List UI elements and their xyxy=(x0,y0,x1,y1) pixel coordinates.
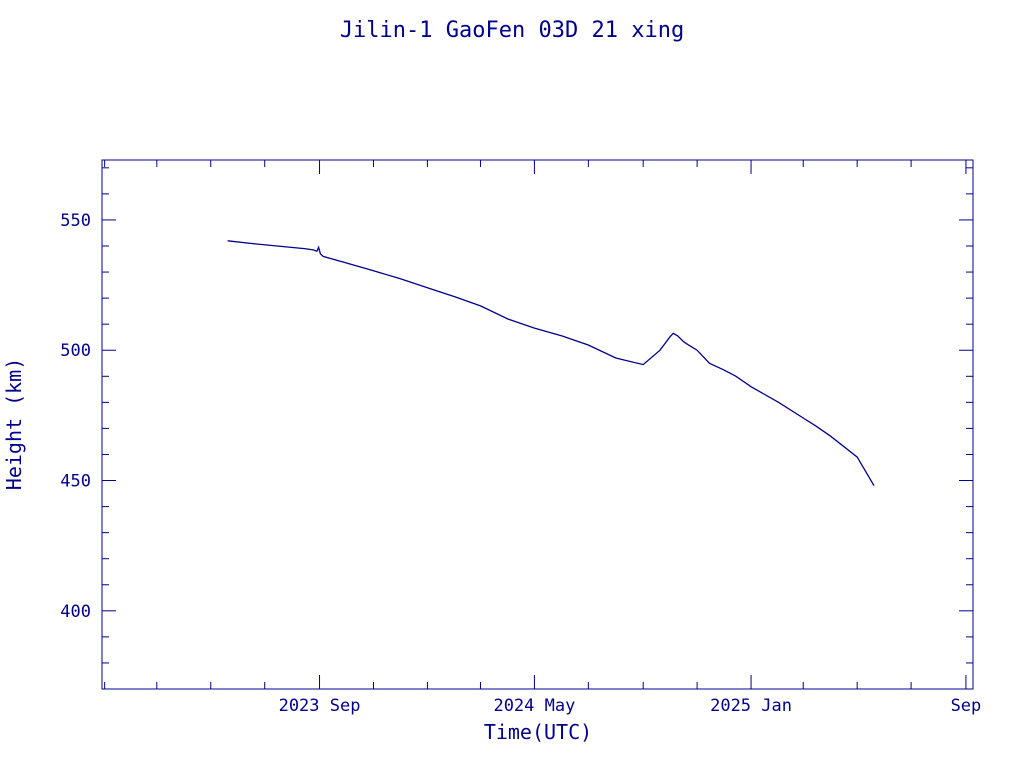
plot-frame xyxy=(101,159,974,690)
y-tick-label: 550 xyxy=(60,211,91,231)
y-axis-label: Height (km) xyxy=(2,358,26,490)
chart-title: Jilin-1 GaoFen 03D 21 xing xyxy=(340,18,684,43)
y-axis-ticks: 400 450 500 550 xyxy=(60,167,973,664)
x-axis-label: Time(UTC) xyxy=(484,720,592,744)
x-tick-label: 2024 May xyxy=(493,696,575,716)
y-tick-label: 400 xyxy=(60,602,91,622)
x-tick-label: 2025 Jan xyxy=(710,696,792,716)
x-axis-ticks: 2023 Sep 2024 May 2025 Jan Sep xyxy=(104,160,982,716)
y-tick-label: 450 xyxy=(60,472,91,492)
height-series-line xyxy=(227,240,875,487)
y-tick-label: 500 xyxy=(60,341,91,361)
x-tick-label: 2023 Sep xyxy=(279,696,361,716)
x-tick-label: Sep xyxy=(951,696,982,716)
